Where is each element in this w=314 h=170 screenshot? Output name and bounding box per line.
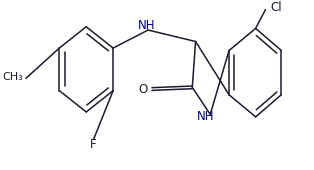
Text: Cl: Cl (270, 1, 282, 14)
Text: CH₃: CH₃ (2, 72, 23, 82)
Text: F: F (89, 138, 96, 151)
Text: O: O (139, 82, 148, 96)
Text: NH: NH (138, 19, 155, 32)
Text: NH: NH (197, 110, 214, 123)
